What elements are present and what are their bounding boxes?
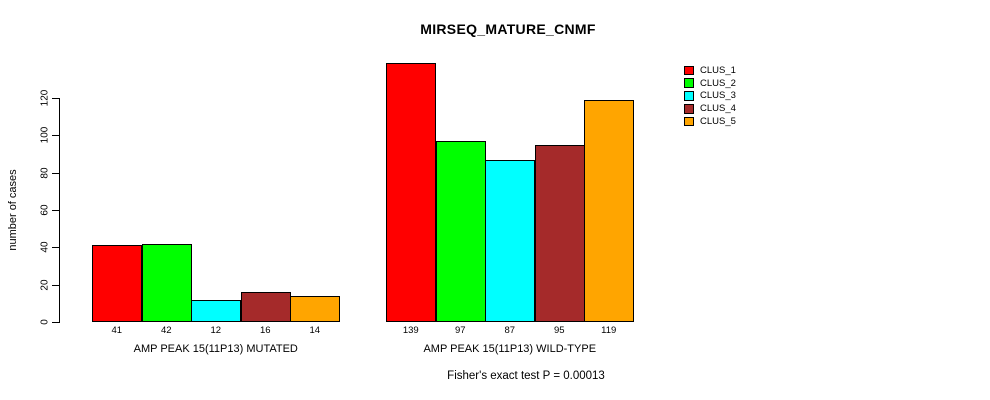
y-tick-mark [52, 247, 59, 249]
bar-value-label: 139 [402, 325, 419, 336]
bar-value-label: 12 [210, 325, 222, 336]
y-tick-mark [52, 135, 59, 137]
legend: CLUS_1 CLUS_2 CLUS_3 CLUS_4 CLUS_5 [684, 64, 736, 128]
bar-value-label: 41 [111, 325, 123, 336]
legend-swatch [684, 65, 694, 76]
legend-item-clus_3: CLUS_3 [684, 90, 736, 103]
y-tick-label: 20 [39, 279, 51, 291]
legend-label: CLUS_1 [700, 64, 736, 76]
annotation-text: Fisher's exact test P = 0.00013 [447, 370, 605, 382]
legend-label: CLUS_5 [700, 116, 736, 128]
legend-item-clus_1: CLUS_1 [684, 64, 736, 77]
category-label: AMP PEAK 15(11P13) MUTATED [133, 343, 298, 355]
y-tick-label: 0 [39, 319, 51, 325]
category-label: AMP PEAK 15(11P13) WILD-TYPE [423, 343, 597, 355]
bar-clus_2 [435, 140, 486, 322]
y-tick-label: 100 [39, 126, 51, 144]
y-tick-label: 60 [39, 204, 51, 216]
legend-label: CLUS_3 [700, 90, 736, 102]
bar-value-label: 42 [160, 325, 172, 336]
legend-swatch [684, 78, 694, 88]
legend-swatch [684, 91, 694, 101]
legend-swatch [684, 104, 694, 114]
bar-clus_1 [386, 62, 436, 322]
bar-value-label: 14 [309, 325, 321, 336]
legend-swatch [684, 116, 694, 127]
y-tick-label: 80 [39, 167, 51, 179]
bar-clus_5 [584, 99, 634, 322]
bar-clus_4 [240, 292, 291, 322]
legend-label: CLUS_4 [700, 103, 736, 115]
y-axis-label: number of cases [7, 169, 19, 251]
y-tick-mark [52, 172, 59, 174]
bar-value-label: 16 [259, 325, 271, 336]
y-tick-mark [52, 210, 59, 211]
bar-clus_5 [290, 295, 340, 322]
y-tick-label: 120 [39, 89, 51, 107]
bar-clus_3 [191, 299, 241, 322]
bar-value-label: 97 [454, 325, 466, 336]
bar-value-label: 119 [601, 325, 617, 336]
legend-item-clus_4: CLUS_4 [684, 102, 736, 115]
bar-value-label: 95 [553, 325, 565, 336]
y-tick-mark [52, 284, 59, 286]
y-tick-mark [52, 98, 59, 99]
bar-value-label: 87 [504, 325, 516, 336]
y-tick-label: 40 [39, 241, 51, 253]
bar-clus_3 [485, 159, 535, 322]
legend-item-clus_2: CLUS_2 [684, 77, 736, 90]
bar-clus_1 [92, 245, 142, 322]
legend-label: CLUS_2 [700, 77, 736, 89]
bar-clus_2 [141, 243, 192, 322]
y-tick-mark [52, 322, 59, 323]
y-axis-line [59, 98, 60, 323]
bar-clus_4 [534, 144, 585, 322]
chart-title: MIRSEQ_MATURE_CNMF [420, 21, 596, 37]
legend-item-clus_5: CLUS_5 [684, 115, 736, 128]
